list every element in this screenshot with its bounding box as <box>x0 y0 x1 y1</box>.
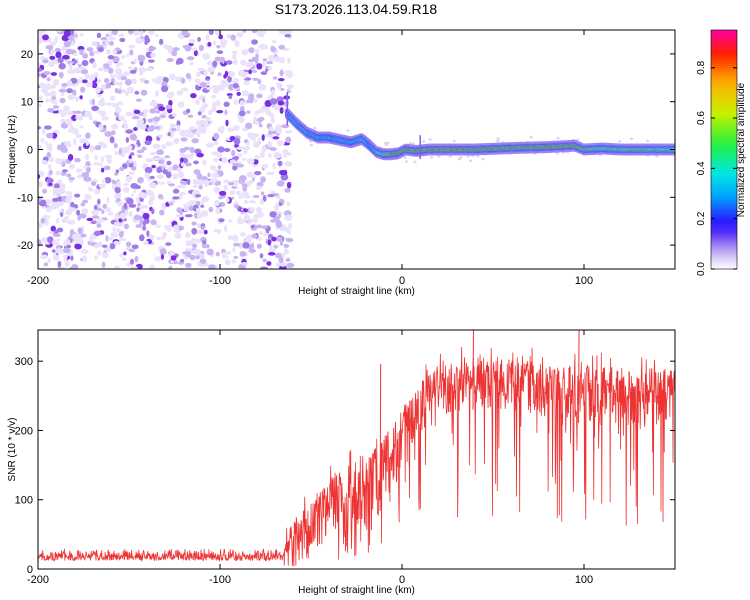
y-tick-label: -10 <box>17 192 33 204</box>
snr-spikes <box>379 330 580 511</box>
y-tick-label: 300 <box>15 356 33 368</box>
y-axis-label: SNR (10 * v/v) <box>7 418 18 482</box>
x-tick-label: -200 <box>27 574 49 586</box>
x-tick-label: -100 <box>209 275 231 287</box>
snr-plot-area <box>38 330 675 567</box>
colorbar-tick-label: 0.4 <box>696 161 707 175</box>
snr-frame <box>37 329 676 570</box>
colorbar-gradient <box>710 29 738 270</box>
snr-series-line <box>38 347 675 567</box>
x-tick-label: -200 <box>27 275 49 287</box>
colorbar-label: Normalized spectral amplitude <box>736 82 747 217</box>
snr-spike <box>578 330 580 423</box>
colorbar-tick-label: 0.6 <box>696 111 707 125</box>
colorbar-tick-label: 0.8 <box>696 60 707 74</box>
colorbar-tick-label: 0.0 <box>696 262 707 276</box>
y-tick-label: 20 <box>21 49 33 61</box>
x-axis-label: Height of straight line (km) <box>298 585 415 596</box>
snr-spike <box>472 330 474 410</box>
y-tick-label: 10 <box>21 97 33 109</box>
noise-region <box>38 30 671 269</box>
y-tick-label: 0 <box>27 564 33 576</box>
snr-axes: -200 -100 0 100 0 100 200 300 Height of straight… <box>7 329 676 596</box>
y-axis-label: Frequency (Hz) <box>7 115 18 184</box>
x-tick-label: 100 <box>575 275 593 287</box>
spectral-ridge <box>284 92 675 161</box>
y-tick-label: 0 <box>27 145 33 157</box>
figure-title: S173.2026.113.04.59.R18 <box>274 1 438 17</box>
colorbar-tick-label: 0.2 <box>696 211 707 225</box>
y-tick-label: 100 <box>15 495 33 507</box>
x-tick-label: -100 <box>209 574 231 586</box>
snr-spike <box>408 400 411 466</box>
snr-spike <box>379 363 382 511</box>
colorbar: 0.0 0.2 0.4 0.6 0.8 Normalized spectral ampli… <box>696 29 747 276</box>
x-tick-label: 0 <box>399 574 405 586</box>
y-tick-label: -20 <box>17 240 33 252</box>
x-axis-label: Height of straight line (km) <box>298 286 415 297</box>
y-tick-label: 200 <box>15 425 33 437</box>
x-tick-label: 100 <box>575 574 593 586</box>
heatmap-plot-area <box>38 30 675 269</box>
x-tick-label: 0 <box>399 275 405 287</box>
